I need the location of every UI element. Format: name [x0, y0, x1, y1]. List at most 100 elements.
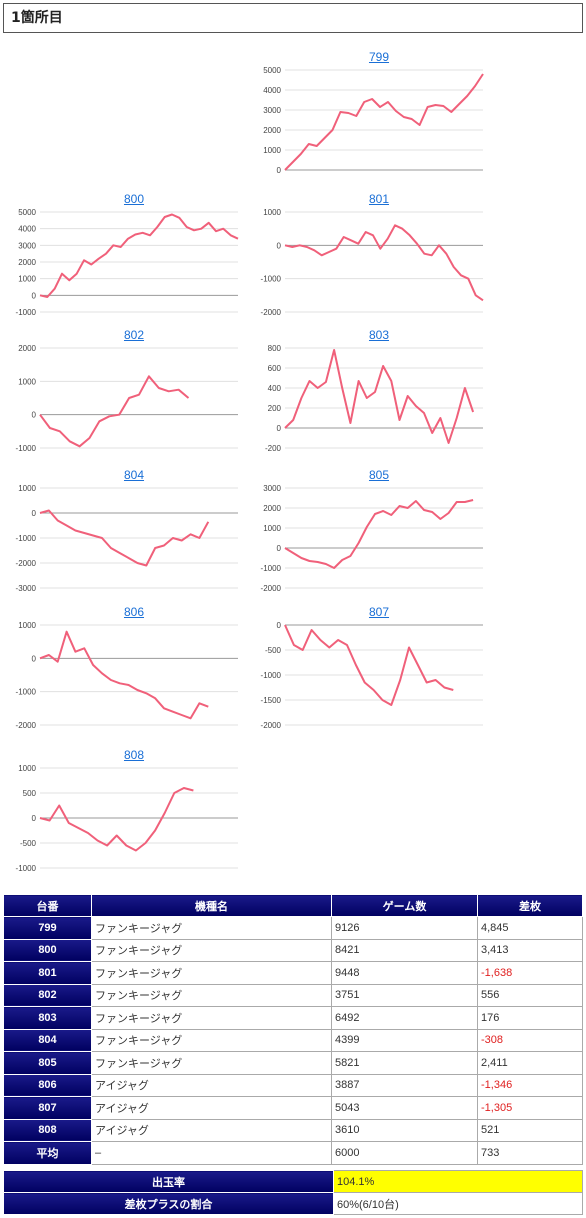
chart-title-link[interactable]: 803 — [368, 328, 390, 342]
y-tick-label: 3000 — [263, 484, 281, 493]
y-tick-label: 0 — [32, 814, 37, 823]
chart-title-link[interactable]: 801 — [368, 192, 390, 206]
chart-plot: 0 1000 2000 3000 4000 5000 — [263, 66, 484, 175]
games-cell: 8421 — [331, 938, 478, 962]
y-tick-label: 4000 — [18, 225, 36, 234]
chart-799: 799 0 1000 2000 3000 4000 5000 — [255, 50, 495, 180]
y-tick-label: 2000 — [263, 126, 281, 135]
summary-row-payout: 出玉率 104.1% — [3, 1170, 583, 1193]
y-tick-label: 0 — [32, 291, 37, 300]
machine-number-cell: 807 — [3, 1096, 92, 1120]
y-tick-label: 800 — [268, 344, 282, 353]
y-tick-label: 400 — [268, 384, 282, 393]
diff-cell: 3,413 — [477, 938, 583, 962]
chart-title-link[interactable]: 808 — [123, 748, 145, 762]
y-tick-label: -1000 — [16, 534, 37, 543]
games-cell: 6492 — [331, 1006, 478, 1030]
chart-802: 802 -1000 0 1000 2000 — [10, 328, 250, 458]
chart-plot: -1000 0 1000 2000 — [16, 344, 238, 453]
model-name-cell: ファンキージャグ — [91, 938, 332, 962]
y-tick-label: -1000 — [16, 308, 37, 317]
diff-cell: -1,346 — [477, 1073, 583, 1097]
table-row: 805 ファンキージャグ 5821 2,411 — [3, 1051, 583, 1075]
games-cell: 6000 — [331, 1141, 478, 1165]
chart-plot: -1000 -500 0 500 1000 — [16, 764, 238, 873]
summary-row-plus-ratio: 差枚プラスの割合 60%(6/10台) — [3, 1192, 583, 1215]
y-tick-label: 1000 — [263, 146, 281, 155]
payout-value: 104.1% — [333, 1170, 583, 1193]
col-games: ゲーム数 — [331, 894, 478, 917]
chart-plot: -2000 -1000 0 1000 — [261, 208, 484, 317]
y-tick-label: 2000 — [18, 258, 36, 267]
y-tick-label: -1000 — [16, 688, 37, 697]
y-tick-label: -1000 — [261, 671, 282, 680]
diff-cell: 2,411 — [477, 1051, 583, 1075]
diff-cell: 733 — [477, 1141, 583, 1165]
col-model-name: 機種名 — [91, 894, 332, 917]
chart-title-link[interactable]: 806 — [123, 605, 145, 619]
series-line — [284, 73, 484, 171]
games-cell: 9448 — [331, 961, 478, 985]
y-tick-label: 0 — [277, 424, 282, 433]
diff-cell: 4,845 — [477, 916, 583, 940]
chart-plot: -2000 -1000 0 1000 2000 3000 — [261, 484, 483, 593]
chart-807: 807 -2000 -1500 -1000 -500 0 — [255, 605, 495, 735]
y-tick-label: 1000 — [18, 377, 36, 386]
y-tick-label: 0 — [277, 621, 282, 630]
y-tick-label: 0 — [32, 509, 37, 518]
chart-title-link[interactable]: 799 — [368, 50, 390, 64]
machine-number-cell: 801 — [3, 961, 92, 985]
machine-number-cell: 800 — [3, 938, 92, 962]
y-tick-label: -200 — [265, 444, 282, 453]
chart-800: 800 -1000 0 1000 2000 3000 4000 5000 — [10, 192, 250, 322]
model-name-cell: アイジャグ — [91, 1073, 332, 1097]
machine-number-cell: 808 — [3, 1118, 92, 1142]
diff-cell: -1,305 — [477, 1096, 583, 1120]
y-tick-label: -2000 — [261, 721, 282, 730]
chart-title-link[interactable]: 804 — [123, 468, 145, 482]
machine-number-cell: 802 — [3, 983, 92, 1007]
chart-title-link[interactable]: 802 — [123, 328, 145, 342]
y-tick-label: 0 — [32, 654, 37, 663]
y-tick-label: -2000 — [261, 308, 282, 317]
model-name-cell: ファンキージャグ — [91, 961, 332, 985]
table-row: 799 ファンキージャグ 9126 4,845 — [3, 916, 583, 940]
games-cell: 4399 — [331, 1028, 478, 1052]
series-line — [39, 375, 190, 448]
table-row: 803 ファンキージャグ 6492 176 — [3, 1006, 583, 1030]
y-tick-label: -1000 — [16, 864, 37, 873]
chart-808: 808 -1000 -500 0 500 1000 — [10, 748, 250, 878]
machine-number-cell: 804 — [3, 1028, 92, 1052]
machine-number-cell: 799 — [3, 916, 92, 940]
chart-806: 806 -2000 -1000 0 1000 — [10, 605, 250, 735]
chart-title-link[interactable]: 805 — [368, 468, 390, 482]
y-tick-label: 2000 — [18, 344, 36, 353]
table-header-row: 台番 機種名 ゲーム数 差枚 — [3, 894, 583, 917]
y-tick-label: -1000 — [261, 564, 282, 573]
machine-number-cell: 805 — [3, 1051, 92, 1075]
diff-cell: -308 — [477, 1028, 583, 1052]
y-tick-label: -1500 — [261, 696, 282, 705]
model-name-cell: ファンキージャグ — [91, 1051, 332, 1075]
chart-plot: -3000 -2000 -1000 0 1000 — [16, 484, 238, 593]
games-cell: 5821 — [331, 1051, 478, 1075]
chart-title-link[interactable]: 807 — [368, 605, 390, 619]
table-row: 801 ファンキージャグ 9448 -1,638 — [3, 961, 583, 985]
y-tick-label: 4000 — [263, 86, 281, 95]
machine-number-cell: 平均 — [3, 1141, 92, 1165]
model-name-cell: アイジャグ — [91, 1118, 332, 1142]
chart-803: 803 -200 0 200 400 600 800 — [255, 328, 495, 458]
series-line — [39, 787, 194, 852]
series-line — [284, 224, 484, 302]
y-tick-label: 2000 — [263, 504, 281, 513]
model-name-cell: ファンキージャグ — [91, 1028, 332, 1052]
series-line — [284, 499, 474, 569]
payout-label: 出玉率 — [3, 1170, 334, 1193]
y-tick-label: -500 — [265, 646, 282, 655]
section-title: 1箇所目 — [3, 3, 583, 33]
y-tick-label: 1000 — [18, 764, 36, 773]
y-tick-label: -3000 — [16, 584, 37, 593]
y-tick-label: 5000 — [18, 208, 36, 217]
chart-title-link[interactable]: 800 — [123, 192, 145, 206]
y-tick-label: 1000 — [263, 208, 281, 217]
